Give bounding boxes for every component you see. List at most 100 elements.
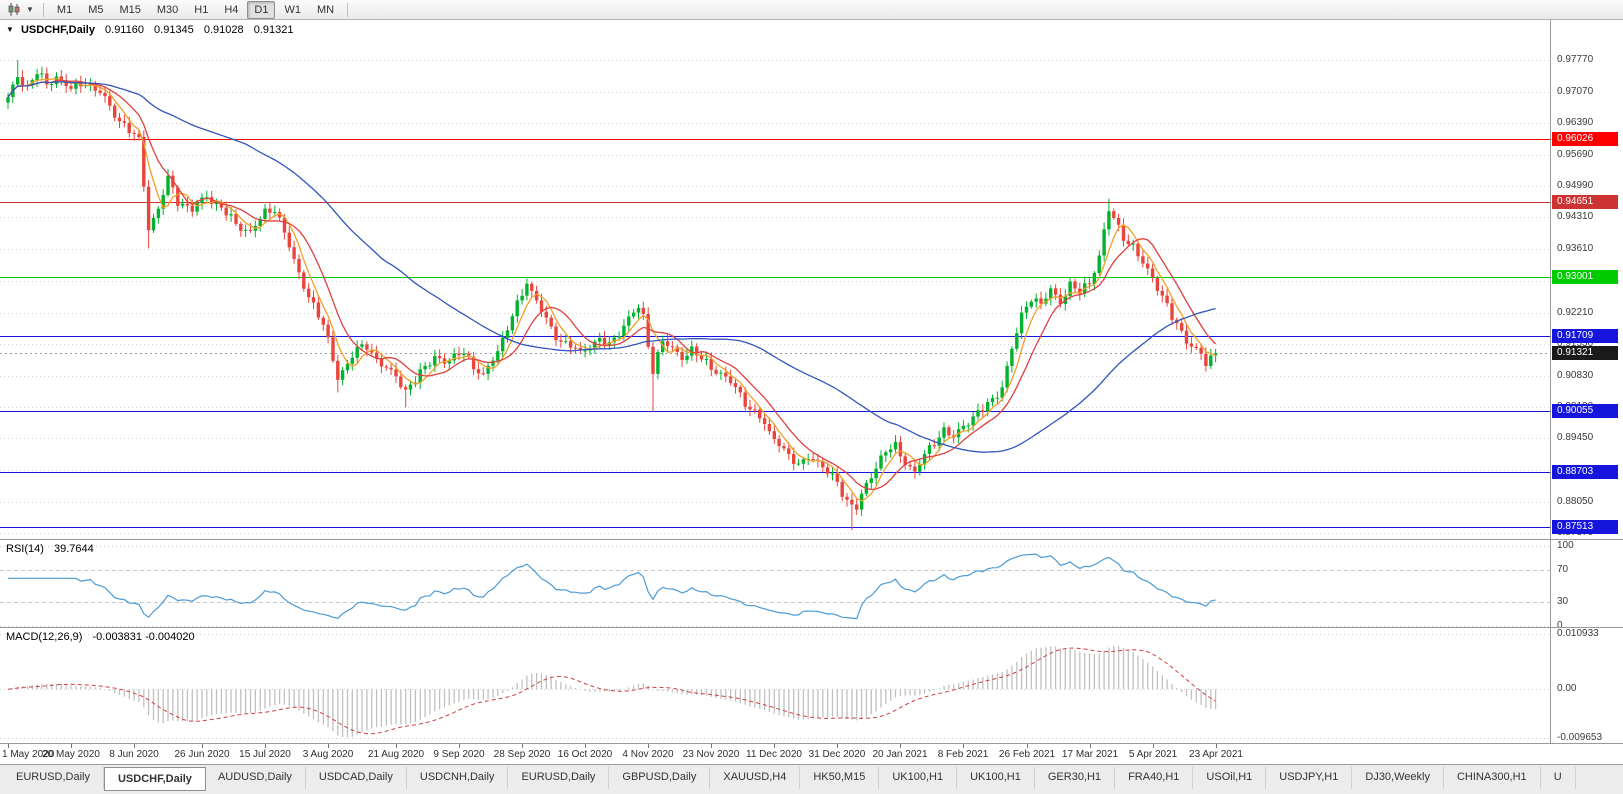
chart-tab-5[interactable]: EURUSD,Daily bbox=[508, 767, 610, 789]
date-axis-tick bbox=[585, 744, 586, 748]
date-axis-label: 20 Jan 2021 bbox=[872, 749, 928, 760]
main-chart-canvas[interactable]: ▼ USDCHF,Daily 0.91160 0.91345 0.91028 0… bbox=[0, 20, 1550, 539]
chart-tab-3[interactable]: USDCAD,Daily bbox=[306, 767, 407, 789]
panel-separator bbox=[0, 743, 1623, 744]
chart-tab-4[interactable]: USDCNH,Daily bbox=[407, 767, 509, 789]
date-axis-label: 9 Sep 2020 bbox=[433, 749, 485, 760]
rsi-axis-label: 70 bbox=[1557, 564, 1569, 575]
chart-tab-0[interactable]: EURUSD,Daily bbox=[3, 767, 104, 789]
date-axis-tick bbox=[265, 744, 266, 748]
price-axis-tick: 0.94990 bbox=[1557, 180, 1594, 191]
chart-tab-8[interactable]: HK50,M15 bbox=[800, 767, 880, 789]
current-price-badge: 0.91321 bbox=[1552, 346, 1618, 360]
chart-type-button[interactable]: ▼ bbox=[4, 2, 38, 17]
chart-tab-17[interactable]: U bbox=[1541, 767, 1576, 789]
chart-tab-14[interactable]: USDJPY,H1 bbox=[1266, 767, 1353, 789]
timeframe-button-m30[interactable]: M30 bbox=[156, 3, 179, 16]
macd-panel-canvas[interactable]: MACD(12,26,9) -0.003831 -0.004020 bbox=[0, 628, 1550, 743]
date-axis-label: 21 Aug 2020 bbox=[367, 749, 425, 760]
timeframe-toolbar: ▼ M1 M5 M15 M30 H1 H4 D1 W1 MN bbox=[0, 0, 1623, 20]
date-axis-tick bbox=[774, 744, 775, 748]
price-axis-tick: 0.97770 bbox=[1557, 54, 1594, 65]
chart-tab-1[interactable]: USDCHF,Daily bbox=[103, 767, 206, 791]
price-level-badge: 0.90055 bbox=[1552, 404, 1618, 418]
date-axis-tick bbox=[8, 744, 9, 748]
toolbar-separator bbox=[347, 2, 349, 17]
date-axis-tick bbox=[648, 744, 649, 748]
main-chart-svg bbox=[0, 60, 1550, 534]
price-level-badge: 0.88703 bbox=[1552, 465, 1618, 479]
chart-tab-11[interactable]: GER30,H1 bbox=[1035, 767, 1116, 789]
price-level-badge: 0.87513 bbox=[1552, 520, 1618, 534]
date-axis-tick bbox=[71, 744, 72, 748]
price-axis-tick: 0.91530 bbox=[1557, 338, 1594, 349]
timeframe-button-h1[interactable]: H1 bbox=[194, 3, 209, 16]
date-axis-tick bbox=[1153, 744, 1154, 748]
price-level-badge: 0.93001 bbox=[1552, 270, 1618, 284]
timeframe-button-m15[interactable]: M15 bbox=[119, 3, 141, 16]
rsi-panel-canvas[interactable]: RSI(14) 39.7644 bbox=[0, 540, 1550, 627]
timeframe-button-m5[interactable]: M5 bbox=[88, 3, 104, 16]
date-axis-tick bbox=[963, 744, 964, 748]
candlestick-chart-icon bbox=[8, 3, 20, 16]
date-axis-tick bbox=[900, 744, 901, 748]
chart-tab-12[interactable]: FRA40,H1 bbox=[1115, 767, 1194, 789]
timeframe-button-h4[interactable]: H4 bbox=[224, 3, 239, 16]
chevron-down-icon: ▼ bbox=[26, 4, 34, 14]
date-axis-label: 1 May 2020 bbox=[2, 749, 55, 760]
date-axis-label: 26 Jun 2020 bbox=[174, 749, 230, 760]
toolbar-separator bbox=[42, 2, 44, 17]
macd-axis-label: -0.009653 bbox=[1557, 732, 1603, 743]
chart-tab-6[interactable]: GBPUSD,Daily bbox=[609, 767, 711, 789]
date-axis-tick bbox=[134, 744, 135, 748]
timeframe-button-group: M1 M5 M15 M30 H1 H4 D1 W1 MN bbox=[49, 0, 342, 19]
timeframe-button-m1[interactable]: M1 bbox=[56, 3, 73, 16]
chart-tab-13[interactable]: USOil,H1 bbox=[1193, 767, 1267, 789]
horizontal-level-lines bbox=[0, 138, 1550, 529]
ma-fast-line bbox=[7, 77, 1216, 502]
candlestick-series bbox=[6, 60, 1218, 531]
price-level-badge: 0.96026 bbox=[1552, 132, 1618, 146]
chart-tab-bar: EURUSD,Daily USDCHF,Daily AUDUSD,Daily USDC… bbox=[0, 764, 1623, 794]
date-axis-label: 8 Jun 2020 bbox=[109, 749, 159, 760]
macd-svg bbox=[0, 634, 1550, 739]
date-axis-tick bbox=[459, 744, 460, 748]
date-axis-label: 17 Mar 2021 bbox=[1061, 749, 1119, 760]
date-axis-label: 23 Apr 2021 bbox=[1189, 749, 1243, 760]
price-axis-tick: 0.95690 bbox=[1557, 149, 1594, 160]
chart-tab-2[interactable]: AUDUSD,Daily bbox=[205, 767, 306, 789]
date-axis-tick bbox=[1216, 744, 1217, 748]
chart-tab-10[interactable]: UK100,H1 bbox=[957, 767, 1035, 789]
chart-tab-9[interactable]: UK100,H1 bbox=[879, 767, 958, 789]
date-axis-label: 23 Nov 2020 bbox=[682, 749, 740, 760]
timeframe-button-d1[interactable]: D1 bbox=[247, 0, 276, 19]
date-axis-label: 26 Feb 2021 bbox=[998, 749, 1056, 760]
rsi-level-lines bbox=[0, 546, 1550, 627]
panel-separator[interactable] bbox=[0, 627, 1623, 628]
chart-tab-16[interactable]: CHINA300,H1 bbox=[1444, 767, 1541, 789]
ma-mid-line bbox=[7, 79, 1217, 491]
price-axis-tick: 0.97070 bbox=[1557, 86, 1594, 97]
macd-axis-label: 0.010933 bbox=[1557, 628, 1599, 639]
panel-separator[interactable] bbox=[0, 539, 1623, 540]
date-axis-tick bbox=[202, 744, 203, 748]
price-level-badge: 0.91709 bbox=[1552, 329, 1618, 343]
price-axis-tick: 0.90830 bbox=[1557, 370, 1594, 381]
macd-level-lines bbox=[0, 634, 1550, 739]
chart-tab-15[interactable]: DJ30,Weekly bbox=[1352, 767, 1444, 789]
date-axis-label: 16 Oct 2020 bbox=[557, 749, 613, 760]
date-axis-tick bbox=[328, 744, 329, 748]
date-axis-label: 11 Dec 2020 bbox=[746, 749, 802, 760]
price-axis-tick: 0.93610 bbox=[1557, 243, 1594, 254]
price-axis-tick: 0.89450 bbox=[1557, 432, 1594, 443]
timeframe-button-w1[interactable]: W1 bbox=[284, 3, 301, 16]
price-axis-tick: 0.88050 bbox=[1557, 496, 1594, 507]
macd-axis-label: 0.00 bbox=[1557, 683, 1577, 694]
date-axis-label: 4 Nov 2020 bbox=[622, 749, 674, 760]
date-axis[interactable]: 1 May 2020 20 May 2020 8 Jun 2020 26 Jun 20… bbox=[0, 744, 1550, 764]
price-axis[interactable]: 0.97770 0.97070 0.96390 0.95690 0.94990 0.943… bbox=[1550, 20, 1623, 744]
chart-tab-7[interactable]: XAUUSD,H4 bbox=[710, 767, 801, 789]
macd-histogram bbox=[12, 646, 1217, 738]
timeframe-button-mn[interactable]: MN bbox=[316, 3, 335, 16]
